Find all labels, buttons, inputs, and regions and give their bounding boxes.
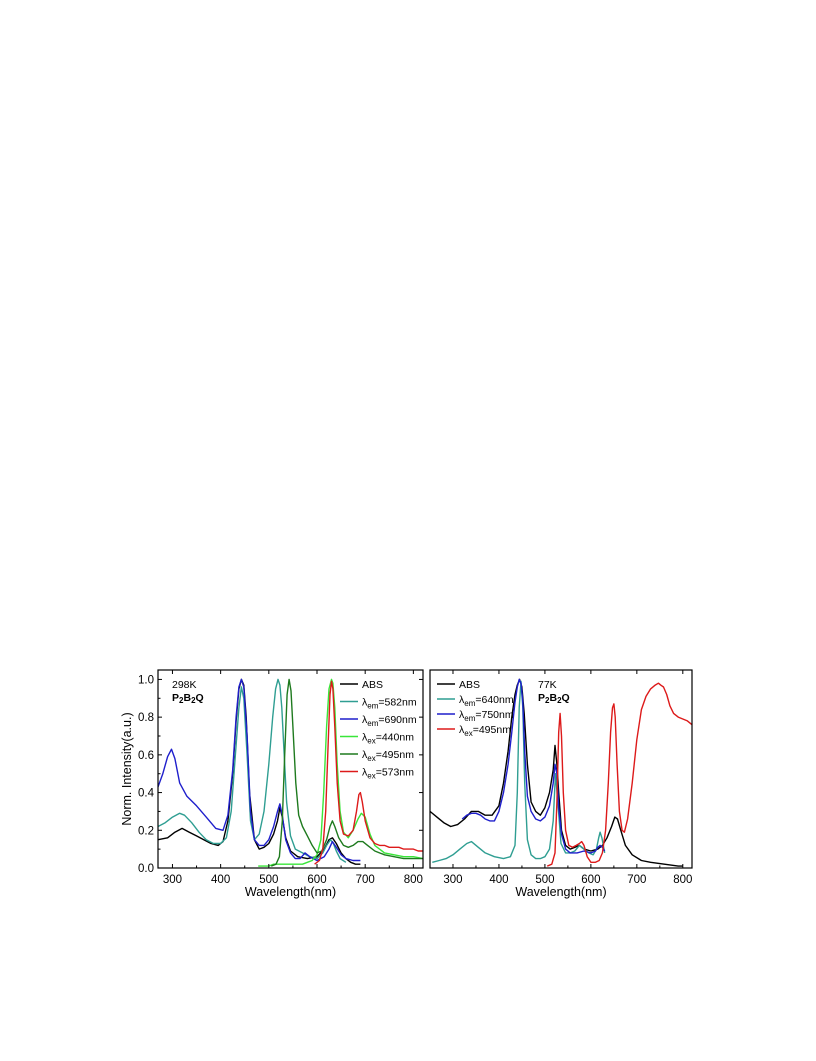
- series-line-ex-495: [270, 678, 423, 867]
- legend-entry: ABS: [362, 679, 383, 691]
- panel-2: 300 400 500 600 700 800Wavelength(nm)77KP2B2Q…: [429, 669, 693, 899]
- legend-entry-value: =690nm: [378, 714, 416, 726]
- x-axis-label: Wavelength(nm): [245, 885, 336, 899]
- legend-entry-sub: em: [464, 699, 475, 708]
- legend-entry-value: =495nm: [376, 749, 414, 761]
- series-line-ex-573: [314, 680, 423, 865]
- compound-label-part: Q: [196, 692, 204, 704]
- compound-label-part: 2: [557, 696, 562, 705]
- legend-entry-sub: em: [367, 702, 378, 711]
- legend-entry: λex=495nm: [459, 724, 511, 738]
- legend-entry: λex=440nm: [362, 732, 414, 746]
- legend-entry: λem=582nm: [362, 697, 417, 711]
- compound-label-part: B: [183, 692, 191, 704]
- series-line-em-690: [158, 678, 361, 862]
- legend: ABSλem=582nmλem=690nmλex=440nmλex=495nmλ…: [340, 679, 417, 781]
- legend-entry: ABS: [459, 679, 480, 691]
- compound-label-part: B: [549, 692, 557, 704]
- y-tick-label: 0.2: [138, 825, 154, 837]
- x-tick-label: 800: [673, 874, 692, 886]
- compound-label-part: P: [172, 692, 179, 704]
- y-axis-label: Norm. Intensity(a.u.): [120, 712, 134, 825]
- compound-label-part: Q: [562, 692, 570, 704]
- x-tick-label: 400: [211, 874, 230, 886]
- legend-entry: λex=495nm: [362, 749, 414, 763]
- legend-entry: λem=690nm: [362, 714, 417, 728]
- legend-entry-base: λ: [459, 724, 465, 736]
- legend-entry-sub: em: [367, 719, 378, 728]
- x-tick-label: 700: [356, 874, 375, 886]
- legend-entry: λem=640nm: [459, 694, 514, 708]
- legend-entry-value: =582nm: [378, 697, 416, 709]
- panel-1: 300 400 500 600 700 800 0.0 0.2 0.4 0.6 0.8 1.0 Wave…: [120, 669, 424, 899]
- x-tick-label: 800: [404, 874, 423, 886]
- compound-label-part: P: [538, 692, 545, 704]
- y-tick-label: 0.4: [138, 788, 155, 800]
- legend-entry-value: =573nm: [376, 767, 414, 779]
- plot-frame: [157, 669, 424, 869]
- y-tick-label: 1.0: [138, 674, 154, 686]
- temperature-label: 77K: [538, 679, 557, 691]
- legend-entry-base: λ: [362, 749, 368, 761]
- y-tick-label: 0.0: [138, 863, 154, 875]
- x-tick-label: 500: [259, 874, 278, 886]
- series-line-abs: [430, 678, 683, 867]
- series-line-ex-440: [258, 678, 423, 867]
- legend-entry-base: λ: [362, 732, 368, 744]
- series-line-em-750: [461, 678, 606, 854]
- legend-entry-base: λ: [362, 714, 368, 726]
- x-tick-label: 300: [443, 874, 462, 886]
- legend-entry-base: ABS: [362, 679, 383, 691]
- series-line-abs: [158, 678, 361, 865]
- x-tick-label: 400: [489, 874, 508, 886]
- legend-entry-base: λ: [362, 697, 368, 709]
- legend-entry-value: =495nm: [473, 724, 511, 736]
- y-tick-label: 0.6: [138, 750, 154, 762]
- x-axis-label: Wavelength(nm): [515, 885, 606, 899]
- compound-label-part: 2: [179, 696, 184, 705]
- compound-label: P2B2Q: [538, 692, 570, 705]
- series-group: [430, 678, 692, 867]
- temperature-label: 298K: [172, 679, 197, 691]
- legend-entry-sub: ex: [367, 772, 375, 781]
- x-tick-label: 600: [307, 874, 326, 886]
- compound-label: P2B2Q: [172, 692, 204, 705]
- legend-entry-sub: ex: [367, 737, 375, 746]
- legend-entry: λem=750nm: [459, 709, 514, 723]
- compound-label-part: 2: [191, 696, 196, 705]
- legend-entry-value: =640nm: [475, 694, 513, 706]
- x-tick-label: 700: [627, 874, 646, 886]
- legend-entry-value: =750nm: [475, 709, 513, 721]
- legend-entry-sub: ex: [367, 754, 375, 763]
- x-tick-label: 600: [581, 874, 600, 886]
- plot-frame: [429, 669, 693, 869]
- series-group: [158, 678, 423, 867]
- series-line-em-582: [158, 678, 347, 863]
- x-tick-label: 500: [535, 874, 554, 886]
- x-tick-label: 300: [163, 874, 182, 886]
- legend-entry-base: λ: [459, 709, 465, 721]
- series-line-ex-495: [546, 682, 692, 867]
- legend-entry-base: λ: [362, 767, 368, 779]
- compound-label-part: 2: [545, 696, 550, 705]
- legend-entry-base: λ: [459, 694, 465, 706]
- legend-entry-value: =440nm: [376, 732, 414, 744]
- y-tick-label: 0.8: [138, 712, 154, 724]
- legend-entry-sub: em: [464, 714, 475, 723]
- legend-entry-sub: ex: [464, 729, 472, 738]
- legend-entry: λex=573nm: [362, 767, 414, 781]
- legend-entry-base: ABS: [459, 679, 480, 691]
